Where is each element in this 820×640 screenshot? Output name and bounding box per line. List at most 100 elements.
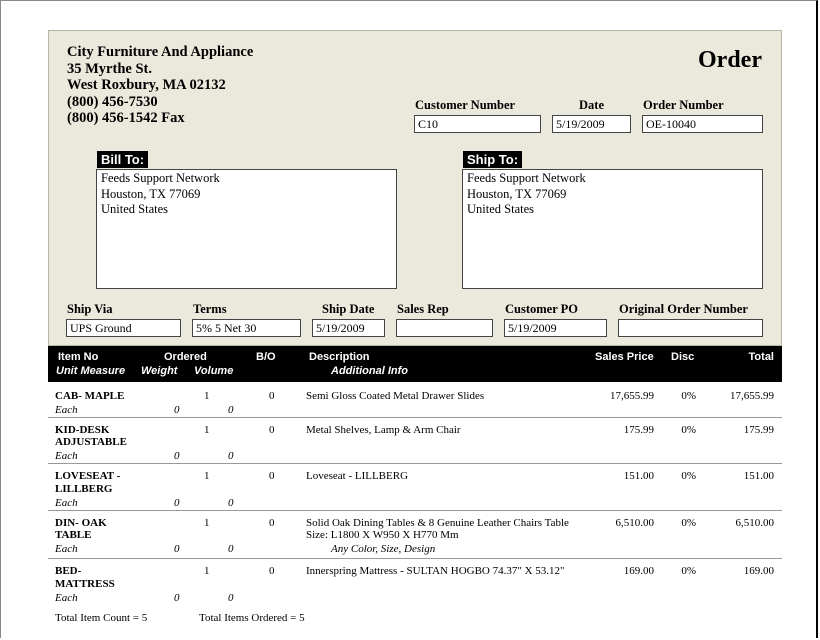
bill-to-address[interactable]: Feeds Support Network Houston, TX 77069 … (96, 169, 397, 289)
date-label: Date (579, 98, 604, 112)
date-field[interactable]: 5/19/2009 (552, 115, 631, 133)
volume: 0 (228, 404, 234, 416)
discount: 0% (681, 517, 696, 529)
ship-date-field[interactable]: 5/19/2009 (312, 319, 385, 337)
terms-label: Terms (193, 302, 227, 316)
backorder-qty: 0 (269, 517, 275, 529)
col-description: Description (309, 351, 370, 363)
table-row[interactable]: KID-DESK ADJUSTABLE 1 0 Metal Shelves, L… (48, 418, 782, 464)
table-row[interactable]: CAB- MAPLE 1 0 Semi Gloss Coated Metal D… (48, 384, 782, 418)
unit-measure: Each (55, 497, 78, 509)
customer-number-label: Customer Number (415, 98, 516, 112)
ship-date-label: Ship Date (322, 302, 375, 316)
order-number-field[interactable]: OE-10040 (642, 115, 763, 133)
sales-rep-field[interactable] (396, 319, 493, 337)
weight: 0 (174, 592, 180, 604)
backorder-qty: 0 (269, 470, 275, 482)
document-title: Order (698, 47, 762, 73)
bill-to-line1: Feeds Support Network (101, 171, 220, 185)
col-sales-price: Sales Price (595, 351, 654, 363)
col-disc: Disc (671, 351, 695, 363)
table-row[interactable]: LOVESEAT - LILLBERG 1 0 Loveseat - LILLB… (48, 464, 782, 511)
col-volume: Volume (194, 365, 234, 377)
item-number: BED- (55, 565, 82, 577)
ship-via-field[interactable]: UPS Ground (66, 319, 181, 337)
item-number: DIN- OAK (55, 517, 107, 529)
description: Semi Gloss Coated Metal Drawer Slides (306, 390, 485, 402)
company-name: City Furniture And Appliance (67, 44, 254, 60)
additional-info: Any Color, Size, Design (331, 543, 436, 555)
total-items-ordered: Total Items Ordered = 5 (199, 612, 305, 624)
table-row[interactable]: DIN- OAK TABLE 1 0 Solid Oak Dining Tabl… (48, 511, 782, 559)
unit-measure: Each (55, 543, 78, 555)
backorder-qty: 0 (269, 390, 275, 402)
item-number-line2: ADJUSTABLE (55, 436, 127, 448)
ship-to-address[interactable]: Feeds Support Network Houston, TX 77069 … (462, 169, 763, 289)
volume: 0 (228, 592, 234, 604)
sales-price: 169.00 (623, 565, 654, 577)
discount: 0% (681, 565, 696, 577)
weight: 0 (174, 450, 180, 462)
ordered-qty: 1 (204, 390, 210, 402)
description: Solid Oak Dining Tables & 8 Genuine Leat… (306, 517, 569, 529)
description: Metal Shelves, Lamp & Arm Chair (306, 424, 461, 436)
terms-field[interactable]: 5% 5 Net 30 (192, 319, 301, 337)
ship-to-label: Ship To: (463, 151, 523, 168)
discount: 0% (681, 424, 696, 436)
item-number-line2: LILLBERG (55, 483, 113, 495)
line-items-header: Item No Ordered B/O Description Sales Pr… (48, 346, 782, 382)
item-number: CAB- MAPLE (55, 390, 125, 402)
sales-price: 175.99 (623, 424, 654, 436)
line-total: 175.99 (743, 424, 774, 436)
line-total: 6,510.00 (735, 517, 775, 529)
volume: 0 (228, 450, 234, 462)
table-row[interactable]: BED- MATTRESS 1 0 Innerspring Mattress -… (48, 559, 782, 605)
bill-to-line3: United States (101, 202, 169, 216)
original-order-number-field[interactable] (618, 319, 763, 337)
company-phone: (800) 456-7530 (67, 93, 158, 110)
unit-measure: Each (55, 592, 78, 604)
discount: 0% (681, 390, 696, 402)
ordered-qty: 1 (204, 517, 210, 529)
customer-po-label: Customer PO (505, 302, 579, 316)
discount: 0% (681, 470, 696, 482)
col-item-no: Item No (58, 351, 99, 363)
customer-number-field[interactable]: C10 (414, 115, 541, 133)
volume: 0 (228, 543, 234, 555)
company-fax: (800) 456-1542 Fax (67, 110, 185, 126)
weight: 0 (174, 404, 180, 416)
total-item-count: Total Item Count = 5 (55, 612, 148, 624)
ship-to-line1: Feeds Support Network (467, 171, 586, 185)
ship-to-line3: United States (467, 202, 535, 216)
sales-price: 6,510.00 (615, 517, 655, 529)
original-order-number-label: Original Order Number (619, 302, 748, 316)
backorder-qty: 0 (269, 565, 275, 577)
line-total: 169.00 (743, 565, 774, 577)
volume: 0 (228, 497, 234, 509)
customer-po-field[interactable]: 5/19/2009 (504, 319, 607, 337)
sales-rep-label: Sales Rep (397, 302, 449, 316)
item-number: KID-DESK (55, 424, 110, 436)
description: Innerspring Mattress - SULTAN HOGBO 74.3… (306, 565, 565, 577)
line-total: 151.00 (743, 470, 774, 482)
col-bo: B/O (256, 351, 276, 363)
ordered-qty: 1 (204, 565, 210, 577)
unit-measure: Each (55, 404, 78, 416)
ship-via-label: Ship Via (67, 302, 113, 316)
backorder-qty: 0 (269, 424, 275, 436)
bill-to-line2: Houston, TX 77069 (101, 186, 201, 201)
weight: 0 (174, 497, 180, 509)
item-number-line2: TABLE (55, 529, 92, 541)
item-number-line2: MATTRESS (55, 578, 115, 590)
col-total: Total (748, 351, 774, 363)
col-unit-measure: Unit Measure (56, 365, 126, 377)
company-street: 35 Myrthe St. (67, 60, 152, 77)
description-line2: Size: L1800 X W950 X H770 Mm (306, 529, 459, 541)
col-additional-info: Additional Info (331, 365, 408, 377)
ship-to-line2: Houston, TX 77069 (467, 186, 567, 201)
sales-price: 17,655.99 (610, 390, 654, 402)
col-ordered: Ordered (164, 351, 207, 363)
company-info: City Furniture And Appliance 35 Myrthe S… (67, 44, 253, 127)
line-items: CAB- MAPLE 1 0 Semi Gloss Coated Metal D… (48, 384, 782, 605)
